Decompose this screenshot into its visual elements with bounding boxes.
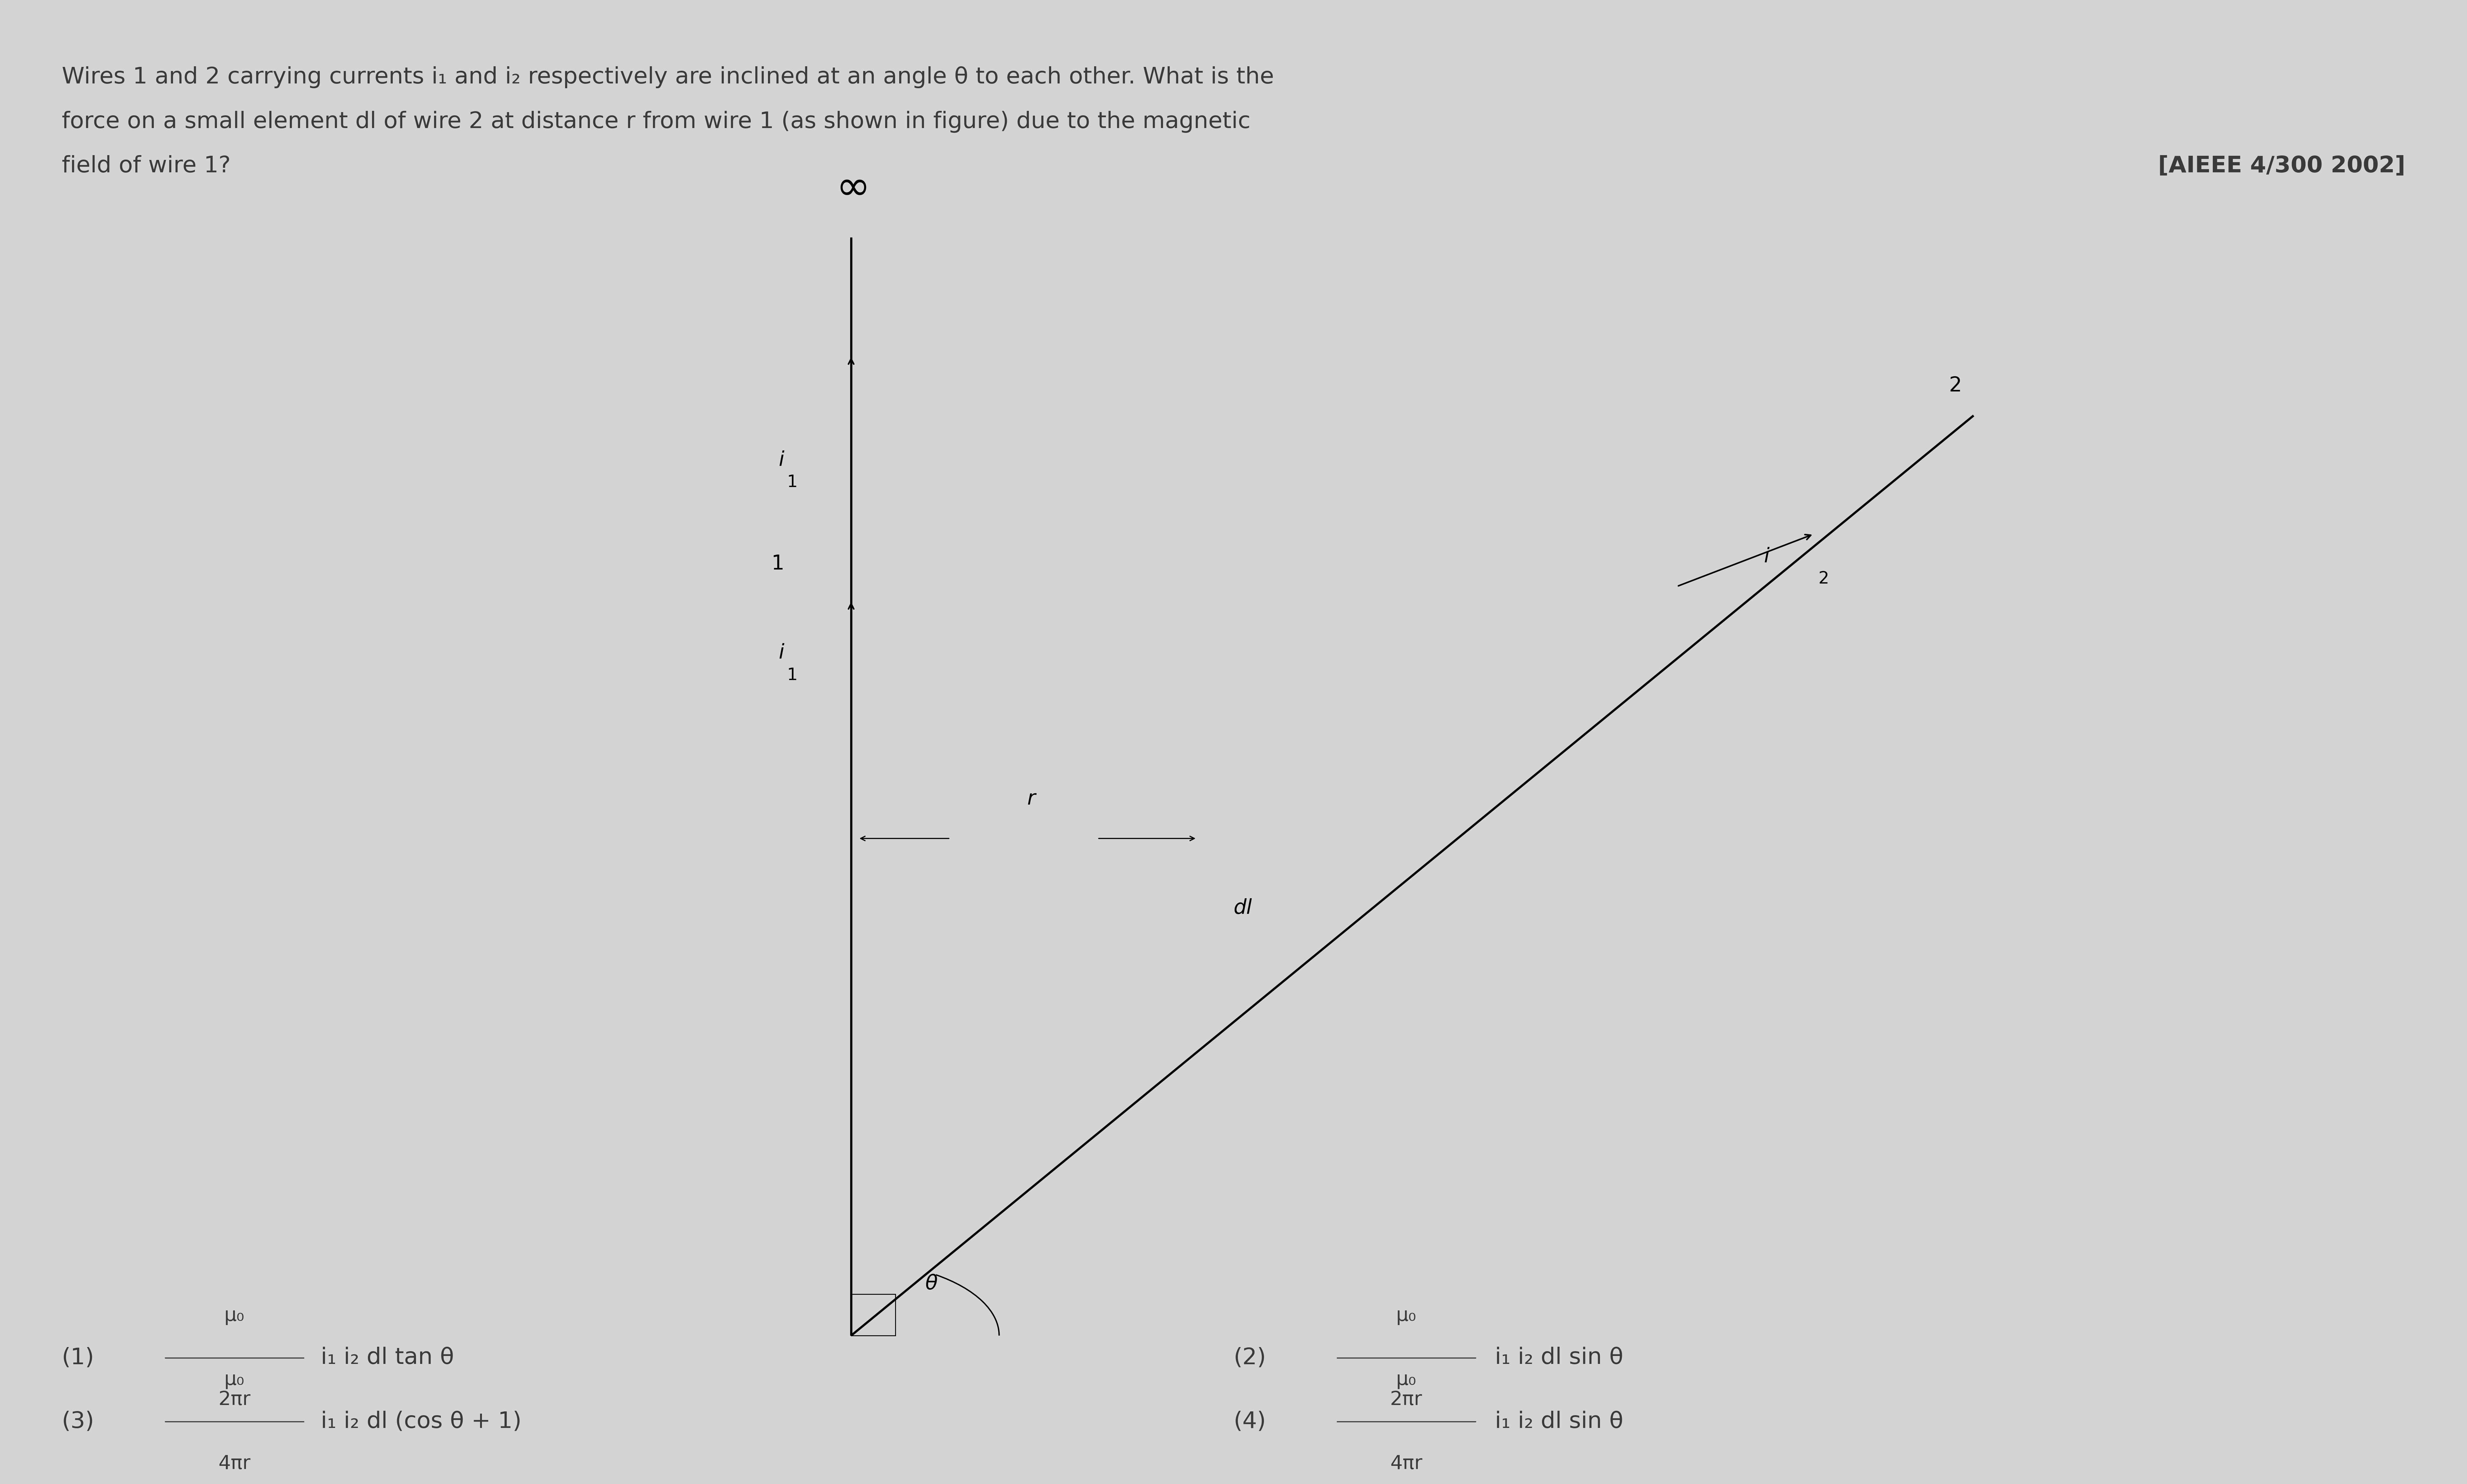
Text: 2: 2 bbox=[1818, 570, 1828, 588]
Text: i₁ i₂ dl sin θ: i₁ i₂ dl sin θ bbox=[1488, 1411, 1623, 1432]
Text: i: i bbox=[1764, 546, 1769, 567]
Text: 2πr: 2πr bbox=[217, 1391, 252, 1410]
Text: μ₀: μ₀ bbox=[1396, 1370, 1416, 1389]
Text: (3): (3) bbox=[62, 1411, 94, 1432]
Text: μ₀: μ₀ bbox=[224, 1306, 244, 1325]
Text: 1: 1 bbox=[787, 666, 797, 684]
Text: 2: 2 bbox=[1949, 375, 1961, 396]
Text: 4πr: 4πr bbox=[1389, 1454, 1423, 1474]
Text: 1: 1 bbox=[787, 473, 797, 491]
Text: $\infty$: $\infty$ bbox=[836, 168, 866, 208]
Text: dl: dl bbox=[1234, 898, 1253, 917]
Text: i: i bbox=[780, 643, 785, 663]
Text: (2): (2) bbox=[1234, 1347, 1266, 1368]
Text: i₁ i₂ dl tan θ: i₁ i₂ dl tan θ bbox=[313, 1347, 454, 1368]
Text: μ₀: μ₀ bbox=[1396, 1306, 1416, 1325]
Text: i: i bbox=[780, 450, 785, 470]
Text: i₁ i₂ dl (cos θ + 1): i₁ i₂ dl (cos θ + 1) bbox=[313, 1411, 521, 1432]
Text: field of wire 1?: field of wire 1? bbox=[62, 156, 229, 177]
Text: 4πr: 4πr bbox=[217, 1454, 252, 1474]
Text: (1): (1) bbox=[62, 1347, 94, 1368]
Text: μ₀: μ₀ bbox=[224, 1370, 244, 1389]
Text: (4): (4) bbox=[1234, 1411, 1266, 1432]
Text: r: r bbox=[1026, 789, 1036, 809]
Text: [AIEEE 4/300 2002]: [AIEEE 4/300 2002] bbox=[2159, 156, 2405, 177]
Text: i₁ i₂ dl sin θ: i₁ i₂ dl sin θ bbox=[1488, 1347, 1623, 1368]
Text: force on a small element dl of wire 2 at distance r from wire 1 (as shown in fig: force on a small element dl of wire 2 at… bbox=[62, 111, 1251, 132]
Text: 2πr: 2πr bbox=[1389, 1391, 1423, 1410]
Text: 1: 1 bbox=[772, 554, 785, 574]
Bar bbox=[851, 1294, 896, 1336]
Text: Wires 1 and 2 carrying currents i₁ and i₂ respectively are inclined at an angle : Wires 1 and 2 carrying currents i₁ and i… bbox=[62, 67, 1273, 88]
Text: θ: θ bbox=[925, 1273, 937, 1294]
